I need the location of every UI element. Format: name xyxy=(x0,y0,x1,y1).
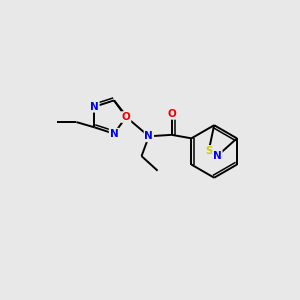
Text: S: S xyxy=(205,146,212,156)
Text: N: N xyxy=(110,129,118,139)
Text: N: N xyxy=(145,131,153,141)
Text: N: N xyxy=(90,102,99,112)
Text: N: N xyxy=(213,151,222,161)
Text: O: O xyxy=(167,109,176,119)
Text: O: O xyxy=(122,112,130,122)
